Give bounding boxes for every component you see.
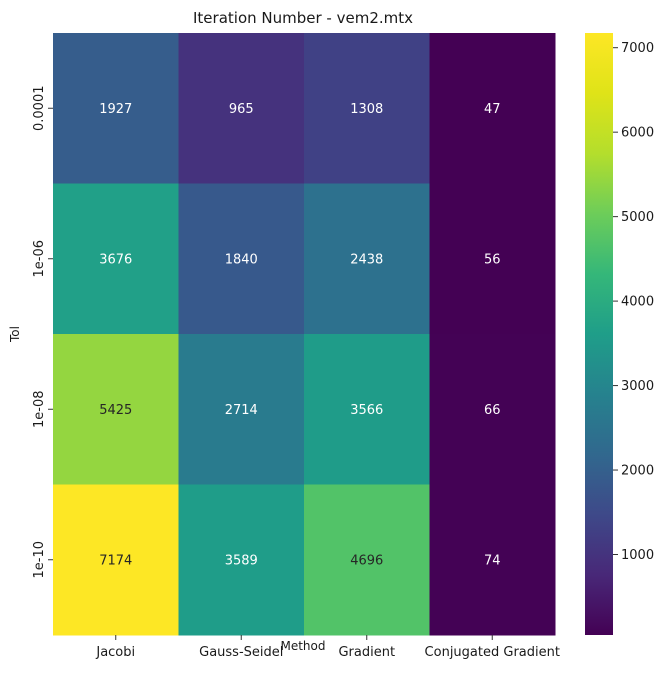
cell-value-label: 1927 xyxy=(99,102,132,117)
cell-value-label: 56 xyxy=(484,252,501,267)
y-tick-label: 1e-08 xyxy=(32,390,47,428)
colorbar xyxy=(585,33,613,635)
colorbar-tick-label: 5000 xyxy=(621,210,654,225)
cell-value-label: 66 xyxy=(484,403,501,418)
colorbar-axis: 1000 2000 3000 4000 5000 6000 7000 xyxy=(613,41,654,563)
cell-value-label: 74 xyxy=(484,553,501,568)
heatmap-cell xyxy=(304,334,430,485)
heatmap-cell xyxy=(178,334,305,485)
y-tick-label: 0.0001 xyxy=(32,86,47,132)
x-tick-label: Gauss-Seidel xyxy=(199,645,283,660)
cell-value-label: 3589 xyxy=(225,553,258,568)
x-tick-label: Jacobi xyxy=(95,645,135,660)
heatmap-cell xyxy=(304,33,430,184)
x-axis: Jacobi Gauss-Seidel Gradient Conjugated Gra… xyxy=(95,635,560,660)
colorbar-tick-label: 4000 xyxy=(621,295,654,310)
x-tick-label: Gradient xyxy=(338,645,395,660)
x-axis-label: Method xyxy=(280,639,325,653)
cell-labels: 1927 965 1308 47 3676 1840 2438 56 5425 2714 3566 6… xyxy=(99,102,500,569)
cell-value-label: 965 xyxy=(229,102,254,117)
heatmap-cell xyxy=(53,33,179,184)
cell-value-label: 2438 xyxy=(350,252,383,267)
y-tick-label: 1e-06 xyxy=(32,240,47,278)
heatmap-cell xyxy=(429,33,556,184)
heatmap-cell xyxy=(178,33,305,184)
colorbar-tick-label: 1000 xyxy=(621,548,654,563)
cell-value-label: 47 xyxy=(484,102,501,117)
cell-value-label: 5425 xyxy=(99,403,132,418)
colorbar-tick-label: 7000 xyxy=(621,41,654,56)
heatmap-cell xyxy=(429,183,556,335)
cell-value-label: 2714 xyxy=(225,403,258,418)
heatmap-cell xyxy=(178,484,305,636)
y-tick-label: 1e-10 xyxy=(32,541,47,579)
cell-value-label: 3676 xyxy=(99,252,132,267)
heatmap-cell xyxy=(53,183,179,335)
heatmap-cell xyxy=(304,183,430,335)
cell-value-label: 1840 xyxy=(225,252,258,267)
cell-value-label: 7174 xyxy=(99,553,132,568)
heatmap-cell xyxy=(429,484,556,636)
x-tick-label: Conjugated Gradient xyxy=(425,645,560,660)
cell-value-label: 3566 xyxy=(350,403,383,418)
y-axis-label: Tol xyxy=(8,326,22,343)
heatmap-cells xyxy=(53,33,556,636)
colorbar-tick-label: 3000 xyxy=(621,379,654,394)
chart-title: Iteration Number - vem2.mtx xyxy=(193,9,413,27)
heatmap-cell xyxy=(304,484,430,636)
heatmap-cell xyxy=(429,334,556,485)
cell-value-label: 4696 xyxy=(350,553,383,568)
y-axis: 0.0001 1e-06 1e-08 1e-10 xyxy=(32,86,53,579)
heatmap-cell xyxy=(178,183,305,335)
heatmap-cell xyxy=(53,334,179,485)
cell-value-label: 1308 xyxy=(350,102,383,117)
colorbar-tick-label: 2000 xyxy=(621,464,654,479)
heatmap-cell xyxy=(53,484,179,636)
colorbar-tick-label: 6000 xyxy=(621,126,654,141)
